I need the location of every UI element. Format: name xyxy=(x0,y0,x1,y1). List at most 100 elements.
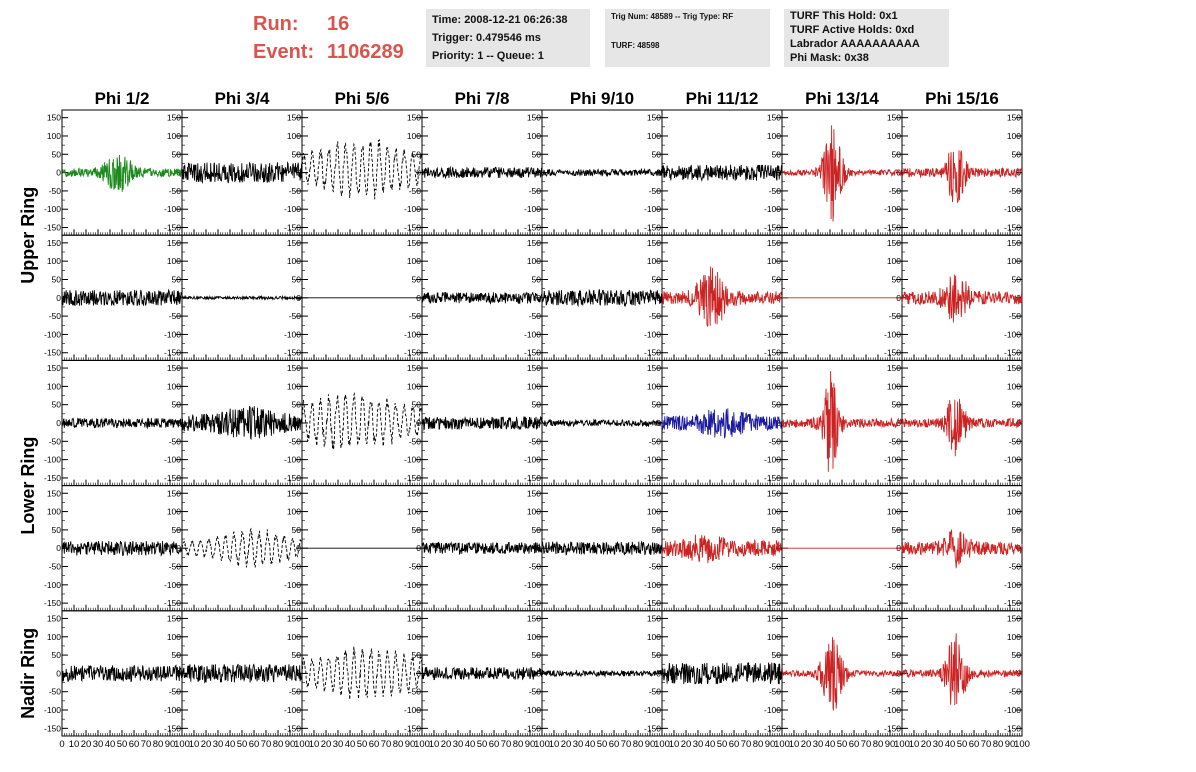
y-tick-label: -50 xyxy=(529,186,542,196)
y-tick-label: -100 xyxy=(644,580,661,590)
y-tick-label: -100 xyxy=(404,204,421,214)
panel-frame xyxy=(301,109,423,236)
y-tick-label: 100 xyxy=(527,632,541,642)
y-tick-label: 50 xyxy=(532,149,542,159)
x-tick-label: 80 xyxy=(273,739,284,750)
y-tick-label: -100 xyxy=(44,455,61,465)
y-tick-label: -100 xyxy=(884,705,901,715)
y-tick-label: 50 xyxy=(892,274,902,284)
y-tick-label: 150 xyxy=(767,113,781,123)
x-tick-label: 100 xyxy=(654,739,670,750)
y-tick-label: 150 xyxy=(527,363,541,373)
y-tick-label: -150 xyxy=(164,223,181,233)
y-tick-label: -50 xyxy=(529,311,542,321)
y-tick-label: -150 xyxy=(644,348,661,358)
y-tick-label: 100 xyxy=(527,256,541,266)
y-tick-label: 100 xyxy=(287,131,301,141)
y-tick-label: 100 xyxy=(47,632,61,642)
y-tick-label: -150 xyxy=(1004,723,1021,733)
event-header: Run: 16 Event: 1106289 Time: 2008-12-21 06… xyxy=(0,0,1196,80)
y-tick-label: -50 xyxy=(889,436,902,446)
y-tick-label: 0 xyxy=(1016,668,1021,678)
y-tick-label: -100 xyxy=(524,455,541,465)
waveform-series xyxy=(661,408,783,439)
x-tick-label: 50 xyxy=(597,739,608,750)
y-tick-label: -150 xyxy=(884,223,901,233)
x-tick-label: 10 xyxy=(789,739,800,750)
y-tick-label: -50 xyxy=(169,186,182,196)
y-tick-label: -100 xyxy=(764,705,781,715)
y-tick-label: 50 xyxy=(1012,650,1022,660)
panel-frame xyxy=(301,359,423,487)
waveform-series xyxy=(661,662,783,685)
y-tick-label: 100 xyxy=(527,507,541,517)
waveform-series xyxy=(661,164,783,182)
y-tick-label: -100 xyxy=(524,204,541,214)
y-tick-label: -50 xyxy=(289,687,302,697)
y-tick-label: -50 xyxy=(49,436,62,446)
y-tick-label: -150 xyxy=(1004,223,1021,233)
y-tick-label: -150 xyxy=(284,473,301,483)
waveform-series xyxy=(181,161,303,184)
y-tick-label: 0 xyxy=(776,418,781,428)
x-tick-label: 20 xyxy=(81,739,92,750)
y-tick-label: 100 xyxy=(767,381,781,391)
y-tick-label: -100 xyxy=(524,329,541,339)
trig-num-line: Trig Num: 48589 -- Trig Type: RF xyxy=(611,12,734,21)
x-tick-label: 40 xyxy=(705,739,716,750)
y-tick-label: -50 xyxy=(769,186,782,196)
y-tick-label: 150 xyxy=(407,113,421,123)
y-tick-label: 150 xyxy=(407,363,421,373)
y-tick-label: 100 xyxy=(887,507,901,517)
x-tick-label: 90 xyxy=(885,739,896,750)
y-tick-label: 50 xyxy=(52,274,62,284)
y-tick-label: -50 xyxy=(649,186,662,196)
y-tick-label: 100 xyxy=(1007,632,1021,642)
waveform-series xyxy=(301,391,423,450)
waveform-series xyxy=(901,274,1023,323)
x-tick-label: 100 xyxy=(294,739,310,750)
y-tick-label: 150 xyxy=(167,488,181,498)
y-tick-label: 150 xyxy=(887,113,901,123)
x-tick-label: 40 xyxy=(225,739,236,750)
y-tick-label: -50 xyxy=(289,562,302,572)
y-tick-label: 150 xyxy=(527,488,541,498)
y-tick-label: 50 xyxy=(532,400,542,410)
y-tick-label: -50 xyxy=(649,562,662,572)
x-tick-label: 50 xyxy=(237,739,248,750)
y-tick-label: -100 xyxy=(1004,204,1021,214)
y-tick-label: -100 xyxy=(404,329,421,339)
y-tick-label: -50 xyxy=(649,436,662,446)
y-tick-label: 50 xyxy=(172,274,182,284)
y-tick-label: 100 xyxy=(47,256,61,266)
y-tick-label: 150 xyxy=(1007,363,1021,373)
waveform-series xyxy=(61,288,183,307)
x-tick-label: 70 xyxy=(261,739,272,750)
y-tick-label: -150 xyxy=(644,723,661,733)
y-tick-label: -50 xyxy=(769,436,782,446)
y-tick-label: 150 xyxy=(1007,613,1021,623)
y-tick-label: 50 xyxy=(172,400,182,410)
y-tick-label: 150 xyxy=(647,613,661,623)
x-tick-label: 60 xyxy=(369,739,380,750)
y-tick-label: 100 xyxy=(647,507,661,517)
y-tick-label: 150 xyxy=(887,363,901,373)
y-tick-label: 100 xyxy=(767,131,781,141)
y-tick-label: 50 xyxy=(412,525,422,535)
x-tick-label: 70 xyxy=(621,739,632,750)
y-tick-label: 50 xyxy=(412,650,422,660)
y-tick-label: 150 xyxy=(407,613,421,623)
y-tick-label: 150 xyxy=(167,113,181,123)
waveform-series xyxy=(541,288,663,308)
